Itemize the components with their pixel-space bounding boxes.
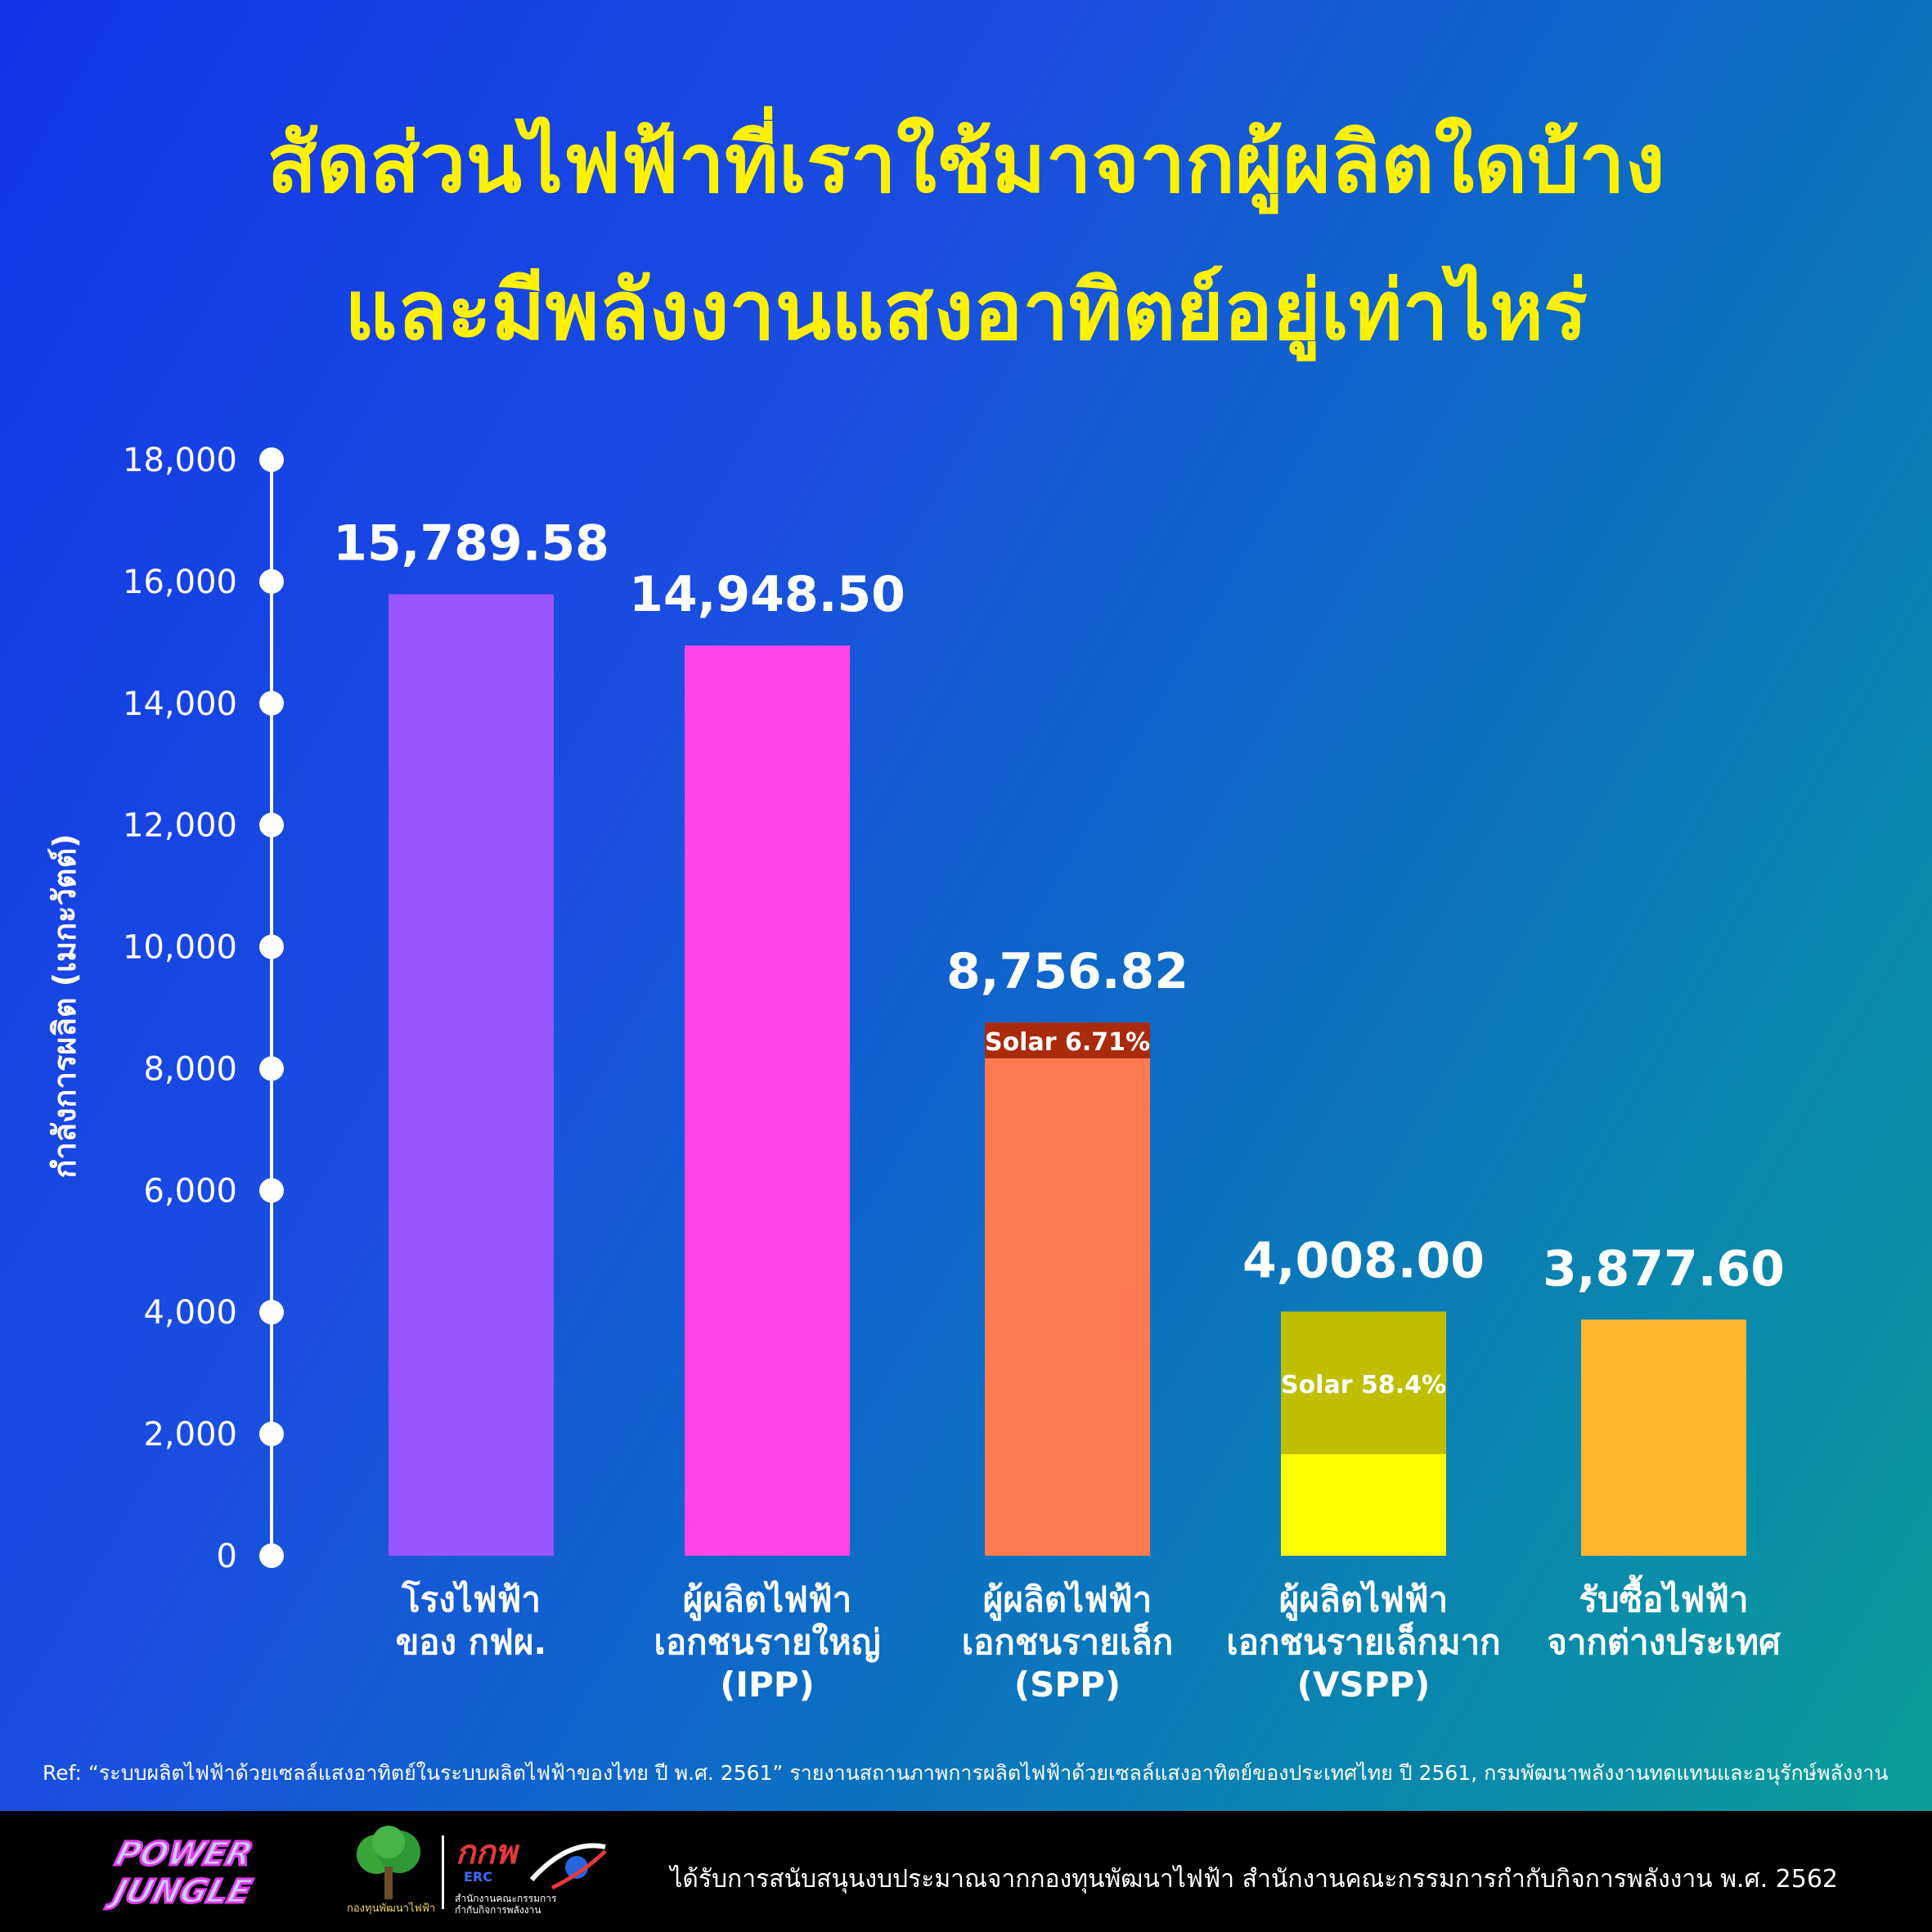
y-tick-dot: [259, 1300, 284, 1325]
category-label: เอกชนรายเล็ก: [962, 1621, 1174, 1662]
solar-segment: [1281, 1311, 1446, 1454]
footer: POWER JUNGLE กองทุนพัฒนาไฟฟ้า กกพ ERC สำ…: [0, 1811, 1932, 1932]
title-line-2: และมีพลังงานแสงอาทิตย์อยู่เท่าไหร่: [344, 263, 1588, 358]
tree-logo-label: กองทุนพัฒนาไฟฟ้า: [347, 1903, 436, 1915]
y-tick-label: 16,000: [123, 564, 237, 601]
bar: [985, 1022, 1150, 1556]
data-label: 4,008.00: [1242, 1233, 1485, 1290]
y-tick-dot: [259, 447, 284, 472]
bar: [1581, 1319, 1746, 1556]
power-jungle-logo: POWER JUNGLE: [102, 1833, 258, 1912]
category-label: ผู้ผลิตไฟฟ้า: [1279, 1579, 1448, 1621]
category-label: เอกชนรายใหญ่: [654, 1622, 881, 1663]
category-label: ผู้ผลิตไฟฟ้า: [683, 1579, 851, 1621]
reference-note: Ref: “ระบบผลิตไฟฟ้าด้วยเซลล์แสงอาทิตย์ใน…: [43, 1761, 1889, 1785]
solar-label: Solar 58.4%: [1281, 1371, 1446, 1400]
solar-label: Solar 6.71%: [985, 1028, 1150, 1057]
y-tick-dot: [259, 568, 284, 594]
y-tick-label: 8,000: [143, 1050, 237, 1088]
y-tick-dot: [259, 1178, 284, 1203]
data-label: 15,789.58: [333, 515, 609, 573]
power-jungle-logo-line1: POWER: [111, 1835, 257, 1873]
y-tick-label: 10,000: [123, 929, 237, 967]
erc-logo-sub: ERC: [464, 1869, 492, 1885]
y-tick-dot: [259, 690, 284, 716]
category-label: (IPP): [720, 1665, 815, 1705]
erc-logo-mark: กกพ: [456, 1834, 519, 1871]
y-tick-dot: [259, 1056, 284, 1081]
y-tick-label: 6,000: [143, 1172, 237, 1210]
y-tick-label: 4,000: [143, 1294, 237, 1332]
y-tick-label: 2,000: [143, 1416, 237, 1453]
category-label: เอกชนรายเล็กมาก: [1226, 1621, 1500, 1662]
erc-logo-label-line2: กำกับกิจการพลังงาน: [455, 1904, 541, 1916]
y-tick-dot: [259, 1422, 284, 1447]
category-label: โรงไฟฟ้า: [401, 1579, 541, 1620]
bar: [685, 645, 850, 1556]
power-jungle-logo-line2: JUNGLE: [104, 1872, 256, 1911]
y-tick-dot: [259, 812, 284, 838]
erc-logo-label: สำนักงานคณะกรรมการ กำกับกิจการพลังงาน: [455, 1893, 556, 1916]
erc-logo: กกพ ERC: [456, 1834, 607, 1890]
category-label: ผู้ผลิตไฟฟ้า: [983, 1579, 1152, 1621]
solar-segment: [985, 1022, 1150, 1058]
y-axis: 0 2,000 4,000 6,000 8,000 10,000 12,000 14,000 1…: [47, 442, 284, 1575]
bar-chart: 0 2,000 4,000 6,000 8,000 10,000 12,000 14,000 1…: [47, 442, 1785, 1705]
category-label: ของ กฟผ.: [396, 1622, 547, 1662]
category-label: รับซื้อไฟฟ้า: [1579, 1574, 1748, 1620]
tree-logo-icon: [357, 1826, 420, 1899]
bar-labels: 15,789.58 โรงไฟฟ้าของ กฟผ. 14,948.50 ผู้ผลิ…: [333, 515, 1785, 1705]
y-tick-label: 18,000: [123, 442, 237, 479]
y-axis-title: กำลังการผลิต (เมกะวัตต์): [47, 833, 83, 1178]
bar: [389, 594, 554, 1556]
data-label: 3,877.60: [1543, 1240, 1785, 1297]
y-tick-label: 12,000: [123, 807, 237, 845]
bars: [389, 594, 1746, 1556]
title-line-1: สัดส่วนไฟฟ้าที่เราใช้มาจากผู้ผลิตใดบ้าง: [267, 115, 1665, 211]
y-tick-dot: [259, 1543, 284, 1568]
y-tick-dot: [259, 934, 284, 959]
erc-logo-label-line1: สำนักงานคณะกรรมการ: [455, 1893, 557, 1904]
category-label: จากต่างประเทศ: [1547, 1622, 1781, 1662]
category-label: (VSPP): [1297, 1665, 1431, 1705]
category-label: (SPP): [1014, 1665, 1121, 1705]
data-label: 14,948.50: [629, 566, 905, 623]
y-tick-label: 14,000: [123, 685, 237, 723]
data-label: 8,756.82: [946, 943, 1188, 1000]
y-tick-label: 0: [217, 1538, 237, 1575]
funding-note: ได้รับการสนับสนุนงบประมาณจากกองทุนพัฒนาไ…: [670, 1865, 1838, 1894]
logo-divider: [442, 1835, 444, 1909]
